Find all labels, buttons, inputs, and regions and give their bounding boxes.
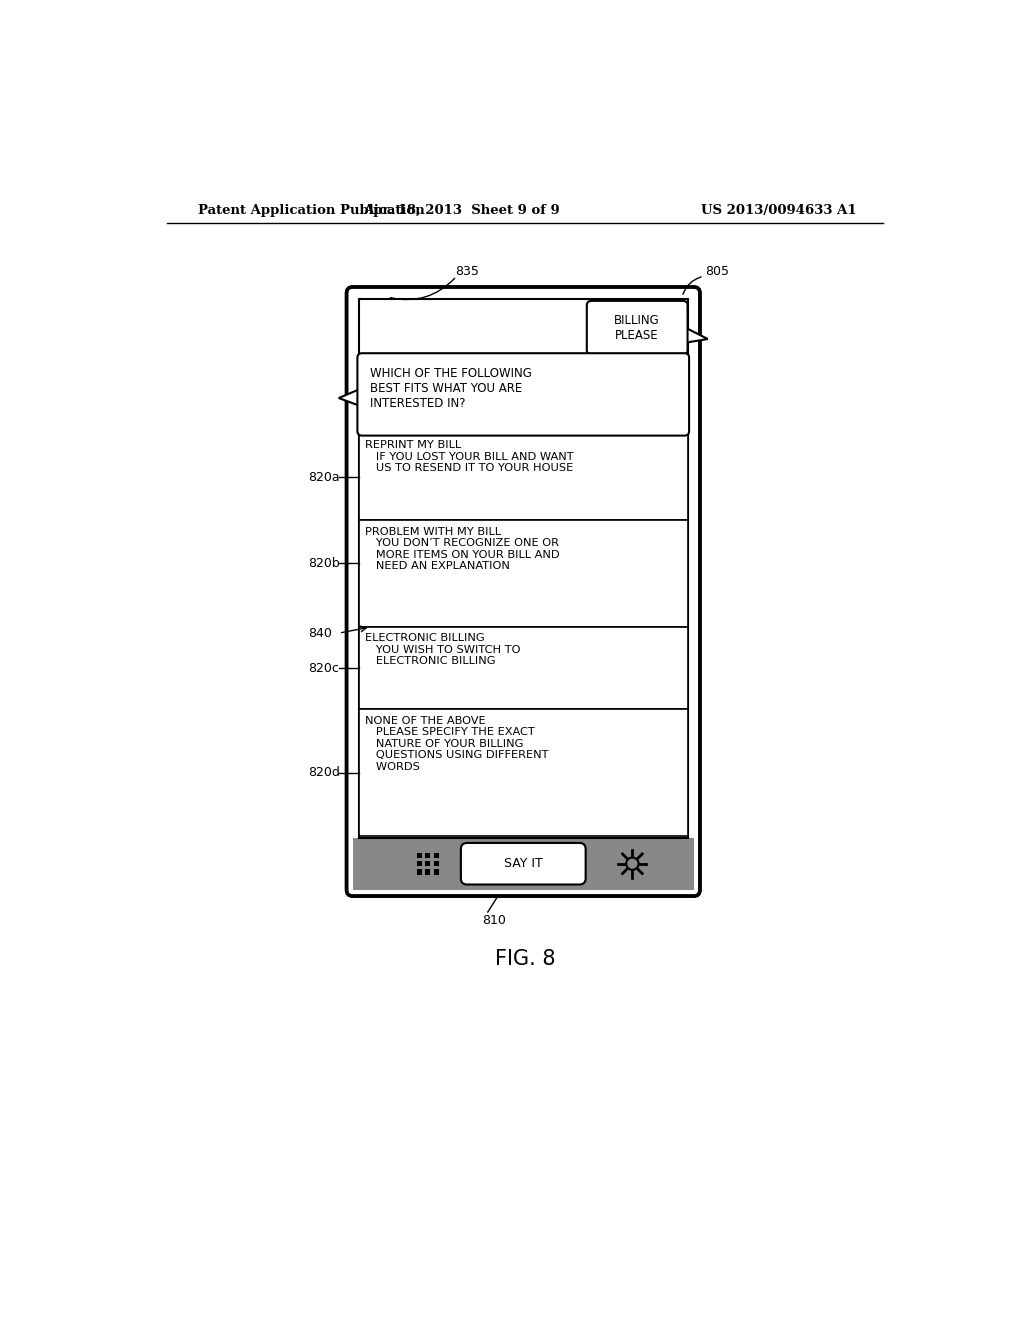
Text: 810: 810 (482, 915, 506, 927)
Polygon shape (339, 387, 365, 408)
Text: 820d: 820d (308, 766, 340, 779)
Text: NONE OF THE ABOVE
   PLEASE SPECIFY THE EXACT
   NATURE OF YOUR BILLING
   QUEST: NONE OF THE ABOVE PLEASE SPECIFY THE EXA… (366, 715, 549, 772)
FancyBboxPatch shape (587, 301, 687, 355)
Text: PROBLEM WITH MY BILL
   YOU DON’T RECOGNIZE ONE OR
   MORE ITEMS ON YOUR BILL AN: PROBLEM WITH MY BILL YOU DON’T RECOGNIZE… (366, 527, 560, 572)
Text: WHICH OF THE FOLLOWING
BEST FITS WHAT YOU ARE
INTERESTED IN?: WHICH OF THE FOLLOWING BEST FITS WHAT YO… (370, 367, 531, 411)
Bar (359, 627, 687, 709)
Bar (359, 709, 687, 836)
Text: 835: 835 (455, 265, 479, 279)
Text: 820a: 820a (308, 471, 339, 483)
Polygon shape (681, 326, 708, 343)
FancyBboxPatch shape (461, 843, 586, 884)
Bar (425, 861, 430, 866)
Bar (425, 870, 430, 875)
Text: REPRINT MY BILL
   IF YOU LOST YOUR BILL AND WANT
   US TO RESEND IT TO YOUR HOU: REPRINT MY BILL IF YOU LOST YOUR BILL AN… (366, 441, 573, 474)
Text: 820b: 820b (308, 557, 340, 570)
Text: US 2013/0094633 A1: US 2013/0094633 A1 (700, 205, 856, 218)
Bar (425, 853, 430, 858)
Bar (359, 520, 687, 627)
Bar (359, 434, 687, 520)
Text: 840: 840 (308, 627, 332, 640)
Text: 820c: 820c (308, 661, 339, 675)
Text: SAY IT: SAY IT (504, 857, 543, 870)
Bar (417, 870, 422, 875)
Text: ELECTRONIC BILLING
   YOU WISH TO SWITCH TO
   ELECTRONIC BILLING: ELECTRONIC BILLING YOU WISH TO SWITCH TO… (366, 634, 520, 667)
Bar (352, 837, 693, 890)
Bar (417, 861, 422, 866)
Bar (359, 300, 687, 837)
Bar (417, 853, 422, 858)
Text: Patent Application Publication: Patent Application Publication (198, 205, 425, 218)
FancyBboxPatch shape (346, 286, 700, 896)
Text: BILLING
PLEASE: BILLING PLEASE (614, 314, 660, 342)
Text: FIG. 8: FIG. 8 (495, 949, 555, 969)
Bar (433, 861, 439, 866)
Text: Apr. 18, 2013  Sheet 9 of 9: Apr. 18, 2013 Sheet 9 of 9 (362, 205, 560, 218)
Bar (433, 853, 439, 858)
Bar (433, 870, 439, 875)
Text: 805: 805 (706, 265, 729, 279)
FancyBboxPatch shape (357, 354, 689, 436)
